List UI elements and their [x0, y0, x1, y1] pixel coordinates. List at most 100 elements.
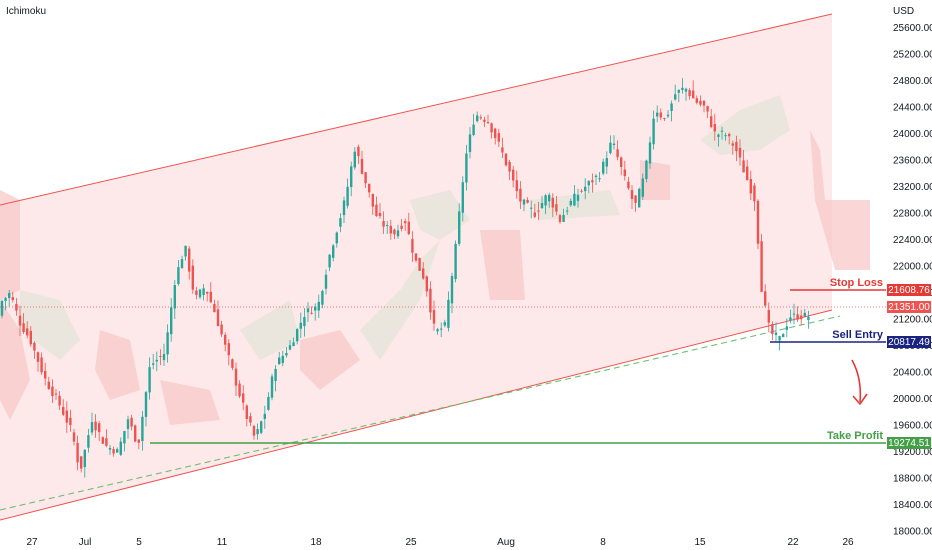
candle: [677, 89, 680, 103]
candle: [263, 405, 266, 429]
candle: [162, 343, 166, 366]
cloud-segment: [160, 380, 220, 425]
candle: [188, 246, 191, 280]
time-tick-label: 11: [217, 537, 228, 548]
support-trendline: [0, 315, 841, 511]
candle: [735, 135, 738, 162]
candle: [227, 339, 230, 366]
candle: [569, 198, 572, 207]
candle: [760, 233, 763, 293]
candle: [216, 300, 220, 327]
stop-loss-tag: 21608.76: [887, 284, 931, 296]
candle: [231, 358, 234, 371]
candle: [144, 390, 148, 427]
candle: [303, 308, 306, 337]
candle: [746, 159, 749, 181]
price-tick-label: 23200.00: [893, 182, 932, 193]
sell-entry-tag: 20817.49: [887, 336, 931, 348]
candle: [666, 110, 670, 119]
candle: [526, 197, 529, 204]
candle: [425, 275, 428, 297]
candle: [335, 231, 338, 248]
candle: [382, 211, 385, 234]
candle: [321, 289, 324, 309]
candle: [792, 303, 796, 325]
candle: [728, 132, 731, 145]
candle: [530, 200, 533, 219]
candle: [184, 245, 187, 261]
candle: [69, 409, 72, 432]
candle: [612, 135, 616, 150]
candle: [753, 182, 756, 211]
candle: [281, 350, 284, 367]
candle: [519, 181, 522, 209]
candle: [461, 176, 464, 222]
candle: [306, 302, 310, 322]
candle: [533, 203, 536, 219]
candle: [130, 414, 133, 431]
candle: [47, 376, 50, 390]
candle: [353, 147, 356, 170]
candle: [598, 172, 601, 183]
candle: [98, 420, 101, 441]
time-tick-label: 26: [842, 537, 854, 548]
candle: [310, 306, 313, 315]
take-profit-label: Take Profit: [827, 430, 883, 442]
candle: [778, 335, 781, 351]
candle: [566, 206, 569, 215]
candle: [26, 321, 29, 339]
candle: [699, 95, 702, 107]
candle: [83, 448, 86, 478]
candle: [454, 240, 457, 283]
candle: [450, 272, 454, 314]
currency-label: USD: [893, 6, 914, 17]
candle: [180, 255, 184, 269]
candle: [580, 189, 583, 194]
candle: [400, 218, 403, 232]
candle: [767, 302, 770, 333]
candle: [594, 173, 598, 186]
candle: [540, 195, 544, 210]
candle: [591, 173, 594, 193]
cloud-segment: [95, 330, 140, 400]
price-tick-label: 18000.00: [893, 527, 932, 538]
time-tick-label: 22: [787, 537, 799, 548]
candle: [490, 122, 493, 139]
candle: [209, 282, 212, 304]
candle: [72, 428, 76, 446]
candle: [663, 117, 666, 122]
candle: [684, 87, 688, 101]
candle: [634, 195, 637, 212]
price-axis[interactable]: [886, 0, 932, 550]
cloud-segment: [700, 95, 790, 155]
cloud-segment: [20, 290, 80, 360]
candle: [206, 291, 209, 302]
candle: [54, 388, 58, 400]
candle: [641, 173, 644, 200]
time-tick-label: Jul: [79, 537, 92, 548]
candle: [296, 328, 299, 345]
candle: [123, 430, 126, 452]
candle: [195, 286, 198, 300]
time-axis[interactable]: [0, 534, 886, 550]
candle: [342, 196, 346, 223]
candle: [537, 202, 540, 221]
candle: [65, 401, 68, 433]
candle: [468, 127, 472, 159]
candle: [404, 218, 407, 231]
candle: [11, 291, 14, 303]
candle: [170, 298, 173, 342]
candle: [479, 114, 482, 121]
candle: [418, 257, 421, 272]
candle: [432, 300, 436, 331]
candle: [245, 404, 248, 427]
candle: [630, 185, 634, 210]
candle: [447, 291, 450, 332]
candle: [652, 110, 655, 150]
price-tick-label: 19200.00: [893, 447, 932, 458]
price-tick-label: 19600.00: [893, 421, 932, 432]
candle: [36, 351, 40, 372]
time-axis-ticks: 27 Jul 5 11 18 25 Aug 8 15 22 26: [26, 537, 854, 548]
candle: [562, 208, 565, 222]
